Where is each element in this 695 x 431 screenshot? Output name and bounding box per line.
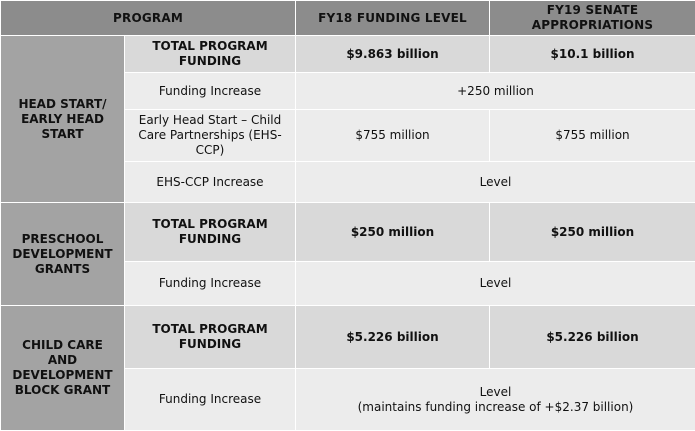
program-name-ccdbg: CHILD CARE AND DEVELOPMENT BLOCK GRANT [1, 306, 125, 431]
row-label: Funding Increase [125, 73, 296, 110]
combined-value-line1: Level [304, 385, 687, 400]
header-row: PROGRAM FY18 FUNDING LEVEL FY19 SENATE A… [1, 1, 695, 36]
combined-value-line2: (maintains funding increase of +$2.37 bi… [304, 400, 687, 415]
table-row: HEAD START/ EARLY HEAD START TOTAL PROGR… [1, 36, 695, 73]
header-fy19: FY19 SENATE APPROPRIATIONS [490, 1, 695, 36]
row-label: Early Head Start – Child Care Partnershi… [125, 110, 296, 162]
fy19-value: $10.1 billion [490, 36, 695, 73]
row-label: TOTAL PROGRAM FUNDING [125, 203, 296, 262]
program-name-head-start: HEAD START/ EARLY HEAD START [1, 36, 125, 203]
row-label: TOTAL PROGRAM FUNDING [125, 36, 296, 73]
row-label: Funding Increase [125, 369, 296, 431]
fy19-value: $5.226 billion [490, 306, 695, 369]
fy18-value: $755 million [296, 110, 490, 162]
fy18-value: $9.863 billion [296, 36, 490, 73]
combined-value: Level [296, 262, 695, 306]
fy19-value: $755 million [490, 110, 695, 162]
combined-value: +250 million [296, 73, 695, 110]
fy18-value: $250 million [296, 203, 490, 262]
program-name-preschool: PRESCHOOL DEVELOPMENT GRANTS [1, 203, 125, 306]
fy18-value: $5.226 billion [296, 306, 490, 369]
table-row: PRESCHOOL DEVELOPMENT GRANTS TOTAL PROGR… [1, 203, 695, 262]
row-label: Funding Increase [125, 262, 296, 306]
row-label: EHS-CCP Increase [125, 162, 296, 203]
header-program: PROGRAM [1, 1, 296, 36]
combined-value: Level (maintains funding increase of +$2… [296, 369, 695, 431]
fy19-value: $250 million [490, 203, 695, 262]
combined-value: Level [296, 162, 695, 203]
table-row: CHILD CARE AND DEVELOPMENT BLOCK GRANT T… [1, 306, 695, 369]
row-label: TOTAL PROGRAM FUNDING [125, 306, 296, 369]
header-fy18: FY18 FUNDING LEVEL [296, 1, 490, 36]
